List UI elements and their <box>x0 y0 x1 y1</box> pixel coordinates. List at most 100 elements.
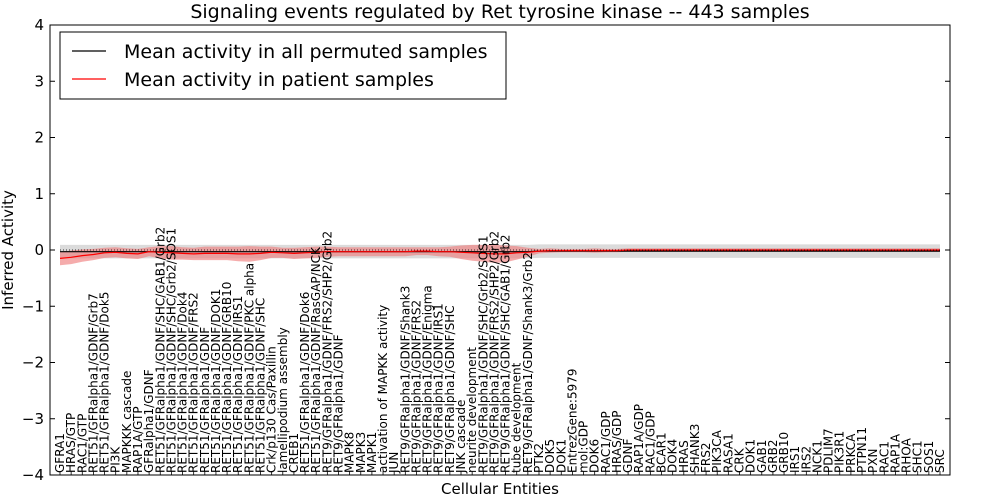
entity-label: RET51/GFRalpha1/GDNF/RasGAP/NCK <box>309 246 323 473</box>
entity-label: RET9/GFRalpha1/GDNF/IRS1 <box>432 303 446 473</box>
legend-box <box>59 31 507 100</box>
entity-labels: GFRA1HRAS/GTPRAC1/GTPRET51/GFRalpha1/GDN… <box>53 227 947 475</box>
legend: Mean activity in all permuted samples Me… <box>59 31 507 100</box>
entity-label: RET9/GFRalpha1/GDNF/FRS2/SHP2/Grb2 <box>320 231 334 473</box>
line-series-0 <box>60 250 940 253</box>
legend-label-patient: Mean activity in patient samples <box>124 69 434 91</box>
entity-label: PI3K <box>109 446 123 473</box>
entity-label: DOK6 <box>588 439 602 473</box>
entity-label: PXN <box>866 449 880 473</box>
line-series-1 <box>59 249 940 259</box>
entity-label: RAP1A/GDP <box>632 404 646 473</box>
entity-label: IRS1 <box>788 446 802 473</box>
entity-label: MAPKKK cascade <box>120 371 134 473</box>
entity-label: RHOA <box>900 437 914 473</box>
entity-label: GFRA1 <box>53 433 67 473</box>
entity-label: RET51/GFRalpha1/GDNF <box>198 327 212 473</box>
entity-label: RET51/GFRalpha1/GDNF/SHC <box>254 298 268 473</box>
entity-label: FRS2 <box>699 443 713 474</box>
entity-label: PTK2 <box>532 443 546 473</box>
y-tick-label: 4 <box>34 16 44 34</box>
y-tick-label: 3 <box>34 72 44 90</box>
entity-label: mol:GDP <box>577 421 591 473</box>
entity-label: RET9/GFRalpha1/GDNF/Shank3 <box>398 286 412 473</box>
entity-label: RET9/GFRalpha1/GDNF/Shank3/Grb2 <box>521 252 535 473</box>
entity-label: tube development <box>510 362 524 473</box>
y-tick-label: 2 <box>34 129 44 147</box>
entity-label: RET9/GFRalpha1/GDNF/SHC/Grb2/SOS1 <box>476 235 490 473</box>
entity-label: GRB2 <box>766 439 780 473</box>
entity-label: SHC1 <box>911 440 925 473</box>
entity-label: GDNF <box>621 438 635 473</box>
entity-label: JNK cascade <box>454 400 468 474</box>
entity-label: GRB10 <box>777 432 791 473</box>
y-tick-label: 0 <box>34 241 44 259</box>
entity-label: CRK <box>733 447 747 473</box>
entity-label: RAC1 <box>877 441 891 473</box>
entity-label: GAB1 <box>755 440 769 473</box>
entity-label: RET51/GFRalpha1/GDNF/DOK1 <box>209 289 223 473</box>
series-lines <box>59 249 940 259</box>
entity-label: RET51/GFRalpha1/GDNF/Dok5 <box>98 292 112 473</box>
entity-label: EntrezGene:5979 <box>565 369 579 474</box>
entity-label: RET9/GFRalpha1/GDNF/Enigma <box>421 285 435 473</box>
chart-title: Signaling events regulated by Ret tyrosi… <box>190 1 809 23</box>
entity-label: DOK1 <box>554 439 568 473</box>
entity-label: PDLIM7 <box>822 428 836 473</box>
entity-label: neurite development <box>465 347 479 473</box>
x-axis-label: Cellular Entities <box>441 480 559 498</box>
entity-label: GFRalpha1/GDNF <box>142 369 156 473</box>
entity-label: RET51/GFRalpha1/GDNF/SHC/Grb2/SOS1 <box>164 228 178 473</box>
entity-label: RET51/GFRalpha1/GDNF/Grb7 <box>86 293 100 473</box>
entity-label: RET9/GFRalpha1/GDNF/SHC <box>443 305 457 473</box>
entity-label: JUN <box>387 452 401 474</box>
entity-label: lamellipodium assembly <box>276 327 290 473</box>
entity-label: activation of MAPKK activity <box>376 305 390 473</box>
entity-label: RET9/GFRalpha1/GDNF/FRS2/SHP2/Grb2 <box>487 231 501 473</box>
entity-label: HRAS/GDP <box>610 410 624 473</box>
entity-label: RET51/GFRalpha1/GDNF/Dok4 <box>176 292 190 473</box>
entity-label: HRAS <box>677 440 691 473</box>
entity-label: MAPK1 <box>365 432 379 473</box>
entity-label: RET51/GFRalpha1/GDNF/GRB10 <box>220 282 234 473</box>
entity-label: MAPK3 <box>354 432 368 473</box>
entity-label: DOK5 <box>543 439 557 473</box>
entity-label: MAPK8 <box>343 432 357 473</box>
entity-label: DOK4 <box>666 439 680 473</box>
entity-label: RET51/GFRalpha1/GDNF/SHC/GAB1/Grb2 <box>153 227 167 473</box>
entity-label: RET9/GFRalpha1/GDNF/SHC/GAB1/Grb2 <box>499 234 513 473</box>
y-axis-label: Inferred Activity <box>0 190 17 310</box>
y-tick-label: −1 <box>22 297 44 315</box>
entity-label: Crk/p130 Cas/Paxillin <box>265 346 279 473</box>
entity-label: RAC1/GDP <box>599 411 613 473</box>
entity-label: RAP1A <box>888 433 902 473</box>
entity-label: RET9/GFRalpha1/GDNF <box>332 334 346 473</box>
entity-label: RET51/GFRalpha1/GDNF/FRS2 <box>187 292 201 473</box>
entity-label: BCAR1 <box>655 432 669 473</box>
entity-label: RET51/GFRalpha1/GDNF/Dok6 <box>298 292 312 473</box>
entity-label: RASA1 <box>721 433 735 473</box>
entity-label: PTPN11 <box>855 427 869 473</box>
entity-label: RAC1/GTP <box>75 414 89 473</box>
y-tick-label: 1 <box>34 185 44 203</box>
entity-label: NCK1 <box>811 440 825 473</box>
entity-label: IRS2 <box>799 446 813 473</box>
entity-label: RET51/GFRalpha1/GDNF/PKC alpha <box>242 263 256 473</box>
entity-label: RET51/GFRalpha1/GDNF/IRS1 <box>231 296 245 473</box>
y-axis-ticks: −4 −3 −2 −1 0 1 2 3 4 <box>22 16 950 484</box>
entity-label: RAC1/GDP <box>643 411 657 473</box>
entity-label: RAP1A/GTP <box>131 406 145 473</box>
entity-label: DOK1 <box>744 439 758 473</box>
entity-label: SOS1 <box>922 441 936 473</box>
entity-label: HRAS/GTP <box>64 413 78 473</box>
entity-label: RET9/GFRalpha1/GDNF/FRS2 <box>410 300 424 473</box>
y-tick-label: −2 <box>22 354 44 372</box>
entity-label: SRC <box>933 449 947 473</box>
y-tick-label: −3 <box>22 410 44 428</box>
entity-label: PIK3R1 <box>833 431 847 473</box>
entity-label: SHANK3 <box>688 424 702 473</box>
entity-label: PRKCA <box>844 433 858 473</box>
legend-label-permuted: Mean activity in all permuted samples <box>124 41 487 63</box>
y-tick-label: −4 <box>22 466 44 484</box>
